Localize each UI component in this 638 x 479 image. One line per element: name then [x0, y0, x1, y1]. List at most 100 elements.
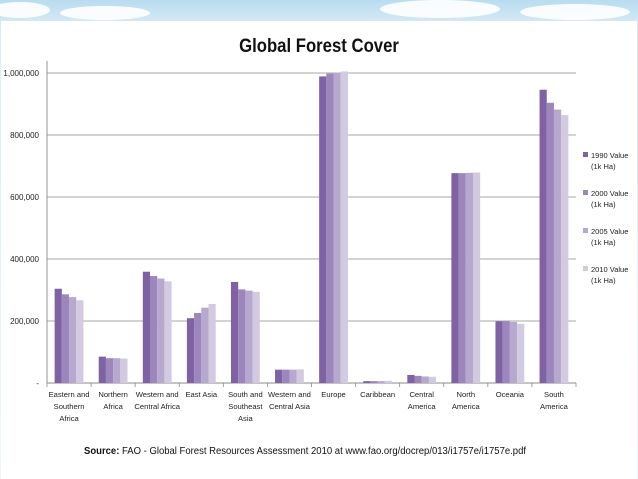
y-tick-label: 200,000: [10, 317, 39, 326]
bar: [230, 281, 239, 383]
legend-swatch: [583, 152, 588, 157]
bar: [495, 321, 503, 383]
bar: [245, 290, 253, 383]
bar: [69, 297, 77, 383]
bar: [377, 381, 385, 383]
bar: [150, 276, 158, 383]
bar: [546, 102, 554, 383]
x-tick-label: Western and Central Africa: [134, 390, 180, 411]
y-tick-label: 1,000,000: [3, 69, 39, 78]
bar: [252, 291, 260, 383]
bar: [407, 374, 415, 383]
x-tick-label-line: North: [457, 390, 476, 399]
legend-label-line: (1k Ha): [591, 238, 616, 247]
x-tick-label-line: Oceania: [496, 390, 525, 399]
bar: [319, 76, 327, 383]
x-tick-label: Europe: [321, 390, 346, 399]
legend-label-line: (1k Ha): [591, 200, 616, 209]
legend-label-line: 2005 Value: [591, 227, 628, 236]
bar: [384, 380, 393, 383]
x-tick-label-line: Central Asia: [269, 402, 311, 411]
slide-panel: [1, 21, 637, 479]
x-tick-label-line: America: [408, 402, 437, 411]
x-tick-label-line: America: [540, 402, 569, 411]
cloud-decoration: [60, 6, 150, 20]
x-tick-label-line: Northern: [98, 390, 128, 399]
bar: [465, 172, 473, 383]
chart-title: Global Forest Cover: [239, 36, 399, 57]
bar: [370, 381, 378, 383]
cloud-decoration: [380, 0, 500, 18]
bar: [517, 323, 525, 383]
bar: [502, 321, 510, 383]
bar: [414, 375, 422, 383]
bar: [275, 369, 283, 383]
x-tick-label-line: Europe: [321, 390, 346, 399]
source-note: Source: FAO - Global Forest Resources As…: [84, 446, 526, 457]
x-tick-label: Eastern and Southern Africa: [49, 390, 90, 423]
bar: [164, 281, 172, 383]
x-tick-label-line: Africa: [59, 414, 79, 423]
bar: [458, 173, 466, 383]
bar: [238, 289, 246, 383]
legend-label: 2000 Value (1k Ha): [591, 189, 628, 209]
legend-label-line: 2000 Value: [591, 189, 628, 198]
x-tick-label: Central America: [408, 390, 437, 411]
bar: [282, 369, 290, 383]
bar: [157, 278, 165, 383]
legend-label-line: 1990 Value: [591, 151, 628, 160]
bar: [208, 303, 216, 383]
bar: [363, 381, 371, 383]
x-tick-label-line: Asia: [238, 414, 254, 423]
y-tick-label: 600,000: [10, 193, 39, 202]
bar: [472, 172, 481, 383]
x-tick-label: Oceania: [496, 390, 525, 399]
x-tick-label-line: Eastern and: [49, 390, 90, 399]
bar: [113, 358, 121, 383]
legend-swatch: [583, 228, 588, 233]
bar: [539, 89, 547, 384]
x-tick-label: East Asia: [185, 390, 217, 399]
x-tick-label-line: Central: [409, 390, 434, 399]
bar: [340, 71, 348, 383]
bar: [194, 312, 202, 383]
x-tick-label-line: East Asia: [185, 390, 217, 399]
x-tick-label-line: Western and: [136, 390, 179, 399]
bar: [421, 376, 429, 383]
x-tick-label-line: Southern: [54, 402, 85, 411]
legend-label-line: (1k Ha): [591, 276, 616, 285]
x-tick-label-line: Caribbean: [360, 390, 395, 399]
bar: [54, 288, 62, 383]
bar: [451, 173, 459, 383]
bar: [561, 115, 569, 383]
legend-label-line: 2010 Value: [591, 265, 628, 274]
legend-swatch: [583, 190, 588, 195]
x-tick-label: Northern Africa: [98, 390, 128, 411]
x-tick-label-line: South: [544, 390, 564, 399]
y-tick-label: 400,000: [10, 255, 39, 264]
bar: [553, 109, 562, 383]
source-text: FAO - Global Forest Resources Assessment…: [119, 446, 527, 457]
bar: [142, 271, 151, 383]
x-tick-label-line: Western and: [268, 390, 311, 399]
x-tick-label-line: Southeast: [228, 402, 263, 411]
legend-label: 1990 Value (1k Ha): [591, 151, 628, 171]
x-tick-label-line: South and: [228, 390, 263, 399]
y-tick-label: 800,000: [10, 131, 39, 140]
y-tick-label: -: [36, 379, 39, 388]
bar: [98, 356, 106, 383]
bar: [428, 376, 437, 383]
legend-label: 2010 Value (1k Ha): [591, 265, 628, 285]
bar: [61, 294, 70, 383]
x-tick-label-line: Africa: [103, 402, 123, 411]
source-label: Source:: [84, 446, 120, 457]
x-tick-label-line: America: [452, 402, 481, 411]
bar: [120, 358, 128, 383]
legend-swatch: [583, 266, 588, 271]
bar: [186, 318, 195, 383]
x-tick-label: South America: [540, 390, 569, 411]
bar: [509, 321, 518, 383]
bar: [105, 358, 114, 383]
bar: [289, 369, 297, 383]
